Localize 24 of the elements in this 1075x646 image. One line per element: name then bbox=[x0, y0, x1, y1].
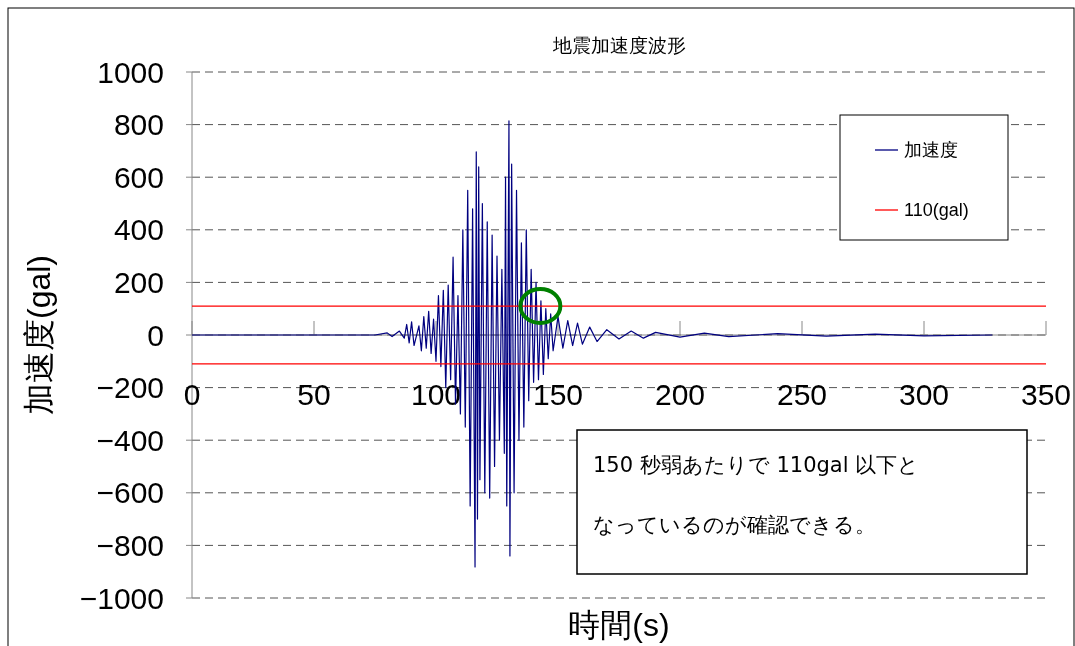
y-tick-label: −800 bbox=[96, 528, 164, 562]
text: 150 秒弱あたりで 110gal 以下となっているのが確認できる。 bbox=[593, 453, 920, 537]
x-axis-title: 時間(s) bbox=[568, 607, 670, 643]
y-tick-label: −400 bbox=[96, 423, 164, 457]
chart-title: 地震加速度波形 bbox=[551, 35, 686, 56]
y-tick-label: 800 bbox=[113, 108, 164, 142]
x-tick-label: 300 bbox=[898, 378, 950, 411]
y-tick-label: 600 bbox=[113, 160, 164, 194]
y-tick-label: 200 bbox=[113, 265, 164, 299]
x-tick-label: 150 bbox=[532, 378, 584, 411]
y-tick-label: −600 bbox=[96, 476, 164, 510]
x-tick-label: 200 bbox=[654, 378, 706, 411]
x-tick-label: 0 bbox=[183, 378, 201, 411]
x-tick-label: 250 bbox=[776, 378, 828, 411]
legend-label: 加速度 bbox=[904, 140, 958, 161]
y-tick-label: 400 bbox=[113, 213, 164, 247]
y-tick-label: 0 bbox=[147, 318, 164, 352]
y-tick-label: −1000 bbox=[79, 581, 164, 615]
y-tick-label: 1000 bbox=[97, 55, 164, 89]
x-tick-label: 50 bbox=[297, 378, 331, 411]
x-tick-label: 350 bbox=[1020, 378, 1072, 411]
y-axis-title: 加速度(gal) bbox=[21, 254, 57, 416]
y-tick-label: −200 bbox=[96, 371, 164, 405]
legend-label: 110(gal) bbox=[904, 200, 969, 221]
